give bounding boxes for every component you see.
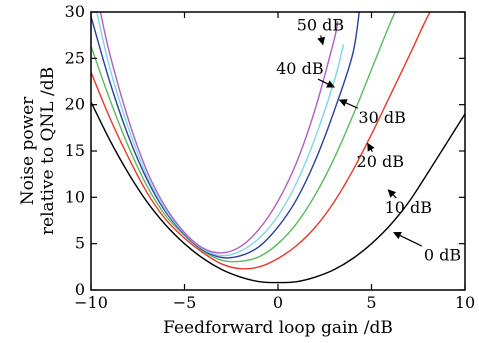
x-tick-label: −5 (173, 293, 197, 312)
y-tick-label: 5 (75, 234, 85, 253)
annotation-arrow (387, 189, 397, 199)
y-axis-label-line-2: relative to QNL /dB (38, 67, 58, 235)
series-line-50-db (99, 12, 339, 254)
x-tick-label: −10 (74, 293, 108, 312)
series-line-10-db (91, 12, 432, 270)
annotation-arrow (317, 78, 335, 88)
series-line-0-db (91, 101, 465, 284)
x-tick-label: 10 (455, 293, 475, 312)
y-tick-label: 15 (65, 141, 85, 160)
y-tick-label: 0 (75, 280, 85, 299)
annotation-label: 10 dB (385, 198, 432, 217)
y-tick-label: 20 (65, 95, 85, 114)
annotation-label: 30 dB (358, 108, 405, 127)
annotation-label: 20 dB (357, 152, 404, 171)
x-tick-label: 5 (366, 293, 376, 312)
y-tick-label: 10 (65, 187, 85, 206)
annotation-arrow (393, 231, 423, 247)
y-tick-label: 30 (65, 2, 85, 21)
annotation-label: 40 dB (276, 59, 323, 78)
annotation-label: 50 dB (297, 16, 344, 35)
plot-frame (90, 11, 466, 291)
annotation-arrow (367, 142, 375, 153)
series-layer (91, 12, 465, 284)
y-axis-label-line-1: Noise power (18, 96, 38, 205)
y-axis-ticks: 0 5 10 15 20 25 30 (65, 2, 465, 299)
series-line-20-db (91, 12, 396, 263)
annotation-arrow (317, 35, 326, 46)
x-axis-ticks: −10 −5 0 5 10 (74, 12, 475, 312)
x-axis-label: Feedforward loop gain /dB (163, 318, 393, 338)
x-tick-label: 0 (273, 293, 283, 312)
y-tick-label: 25 (65, 48, 85, 67)
series-line-30-db (91, 12, 360, 259)
annotation-arrow (338, 99, 359, 109)
annotation-layer: 50 dB 40 dB 30 dB 20 dB 10 dB 0 dB (276, 16, 461, 265)
series-line-40-db (96, 12, 345, 257)
annotation-label: 0 dB (424, 245, 461, 264)
y-axis-label: Noise power relative to QNL /dB (18, 67, 58, 235)
